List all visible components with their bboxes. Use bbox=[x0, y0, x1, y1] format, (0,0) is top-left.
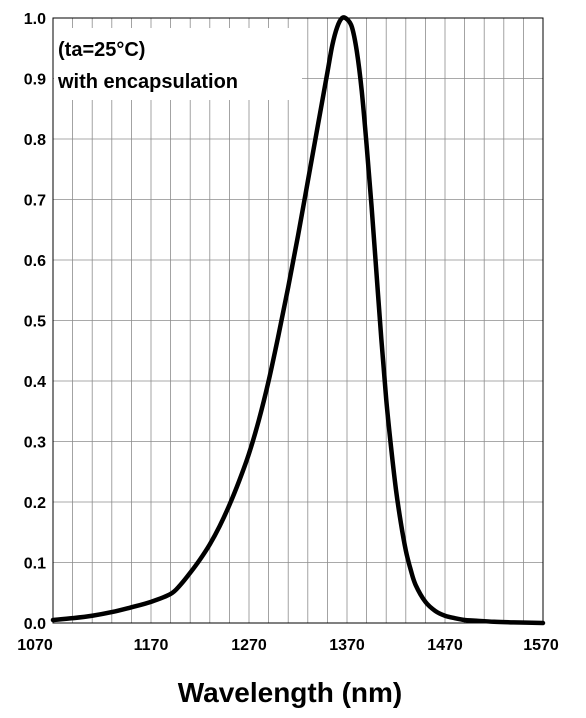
y-tick-label: 1.0 bbox=[24, 11, 46, 28]
x-axis-ticks: 1070 1170 1270 1370 1470 1570 bbox=[17, 637, 559, 654]
spectrum-curve bbox=[50, 15, 546, 626]
y-tick-label: 0.9 bbox=[24, 72, 46, 89]
y-tick-label: 0.2 bbox=[24, 495, 46, 512]
annotation-box bbox=[54, 28, 302, 100]
grid-lines bbox=[53, 18, 543, 623]
y-tick-label: 0.8 bbox=[24, 132, 46, 149]
series-layer bbox=[50, 15, 546, 626]
annotation-line-1: (ta=25°C) bbox=[58, 39, 145, 61]
y-axis-ticks: 0.0 0.1 0.2 0.3 0.4 0.5 0.6 0.7 0.8 0.9 1.0 bbox=[24, 11, 46, 633]
annotation-line-2: with encapsulation bbox=[57, 71, 238, 93]
x-tick-label: 1270 bbox=[231, 637, 267, 654]
y-tick-label: 0.5 bbox=[24, 314, 46, 331]
y-tick-label: 0.6 bbox=[24, 253, 46, 270]
y-tick-label: 0.4 bbox=[24, 374, 46, 391]
y-tick-label: 0.3 bbox=[24, 435, 46, 452]
x-tick-label: 1570 bbox=[523, 637, 559, 654]
x-tick-label: 1470 bbox=[427, 637, 463, 654]
y-tick-label: 0.7 bbox=[24, 193, 46, 210]
y-tick-label: 0.1 bbox=[24, 556, 46, 573]
x-axis-label: Wavelength (nm) bbox=[178, 677, 403, 708]
x-tick-label: 1370 bbox=[329, 637, 365, 654]
plot-frame bbox=[52, 17, 544, 624]
y-tick-label: 0.0 bbox=[24, 616, 46, 633]
x-tick-label: 1070 bbox=[17, 637, 53, 654]
x-tick-label: 1170 bbox=[134, 637, 169, 654]
